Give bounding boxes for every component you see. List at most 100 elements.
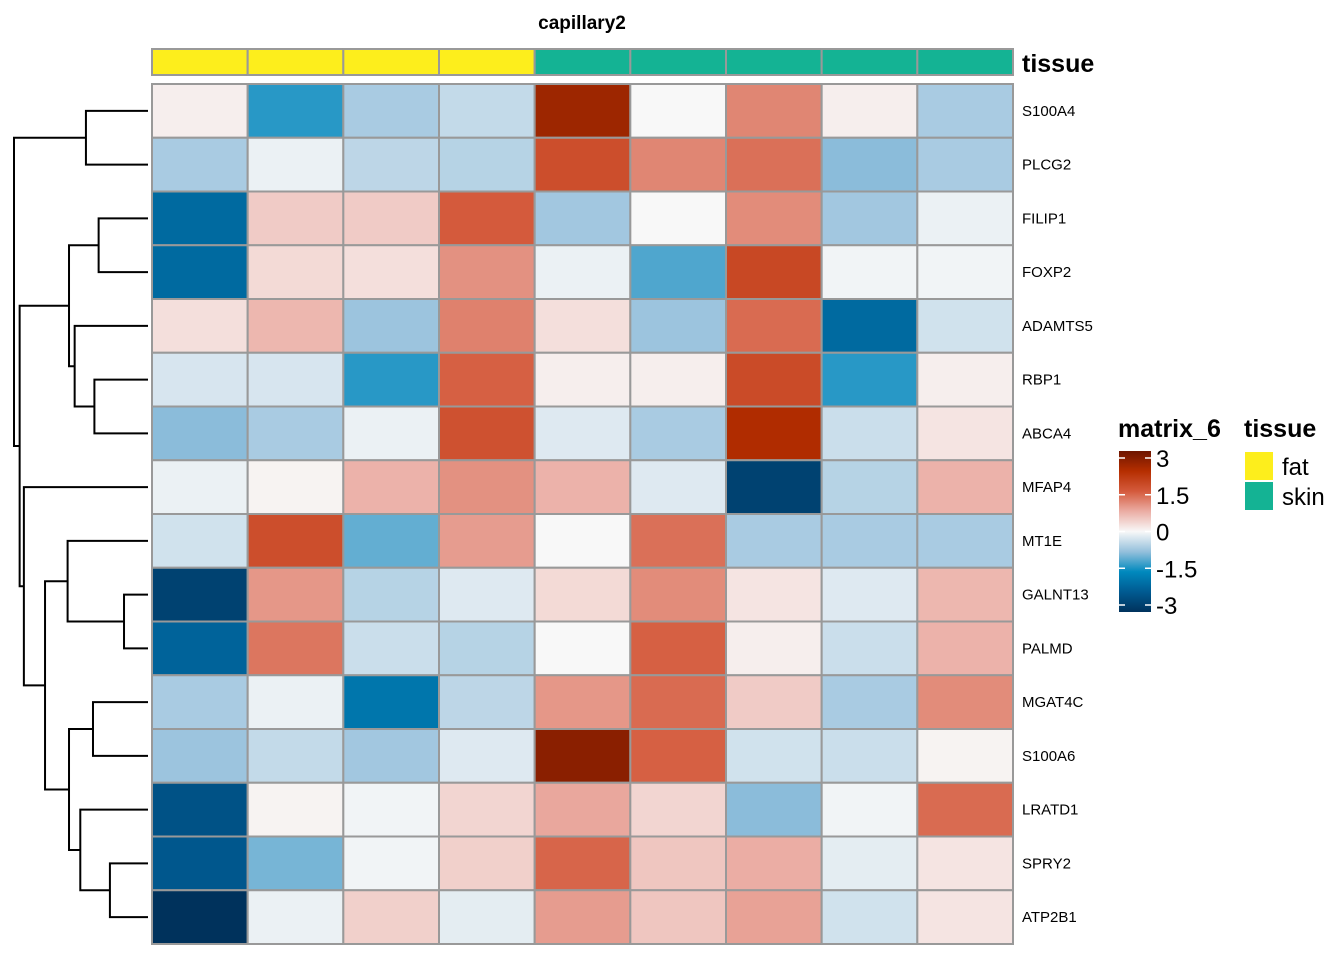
heatmap-cell xyxy=(151,244,249,300)
heatmap-cell xyxy=(533,190,632,247)
heatmap-cell xyxy=(151,513,249,569)
heatmap-cell xyxy=(820,513,919,569)
heatmap-cell xyxy=(916,298,1014,354)
color-legend-title: matrix_6 xyxy=(1118,415,1221,443)
heatmap-cell xyxy=(438,83,536,139)
heatmap-cell xyxy=(533,620,632,677)
heatmap-cell xyxy=(533,835,632,892)
heatmap-cell xyxy=(438,566,536,623)
heatmap-cell xyxy=(246,190,345,247)
row-dendrogram xyxy=(13,109,148,919)
heatmap-cell xyxy=(246,674,345,730)
row-label: LRATD1 xyxy=(1022,802,1078,819)
heatmap-cell xyxy=(246,513,345,569)
heatmap-cell xyxy=(916,835,1014,892)
heatmap-cell xyxy=(151,728,249,784)
heatmap-cell xyxy=(820,781,919,838)
heatmap-cell xyxy=(438,459,536,515)
heatmap-cell xyxy=(725,728,823,784)
heatmap-cell xyxy=(151,405,249,462)
column-annotation-bar xyxy=(151,48,1014,76)
annotation-cell-fat xyxy=(246,48,345,76)
heatmap-cell xyxy=(342,728,441,784)
color-legend: matrix_6 3 1.5 0 -1.5 -3 xyxy=(1118,415,1221,620)
dendrogram-branch xyxy=(66,539,148,623)
dendrogram-branch xyxy=(91,701,148,757)
heatmap-cell xyxy=(342,136,441,193)
heatmap-cell xyxy=(438,405,536,462)
dendrogram-branch xyxy=(79,808,148,892)
heatmap-cell xyxy=(342,351,441,408)
annotation-label: tissue xyxy=(1022,50,1094,78)
heatmap-cell xyxy=(916,513,1014,569)
annotation-cell-skin xyxy=(629,48,727,76)
heatmap-cell xyxy=(629,889,727,945)
legend-label-fat: fat xyxy=(1282,454,1309,481)
heatmap-cell xyxy=(629,781,727,838)
annotation-cell-skin xyxy=(533,48,632,76)
dendrogram-branch xyxy=(22,486,148,687)
chart-title: capillary2 xyxy=(538,13,626,34)
heatmap-cell xyxy=(151,83,249,139)
heatmap-cell xyxy=(916,459,1014,515)
heatmap-cell xyxy=(533,136,632,193)
heatmap-cell xyxy=(438,889,536,945)
heatmap-cell xyxy=(916,728,1014,784)
dendrogram-branch xyxy=(73,324,148,408)
row-label: ABCA4 xyxy=(1022,425,1071,442)
heatmap-cell xyxy=(629,83,727,139)
heatmap-cell xyxy=(629,566,727,623)
heatmap-cell xyxy=(342,889,441,945)
heatmap-cell xyxy=(151,781,249,838)
heatmap-cell xyxy=(533,513,632,569)
heatmap-cell xyxy=(342,513,441,569)
heatmap-cell xyxy=(629,728,727,784)
heatmap-cell xyxy=(246,835,345,892)
heatmap-cell xyxy=(151,674,249,730)
heatmap-cell xyxy=(246,459,345,515)
heatmap-cell xyxy=(916,781,1014,838)
legend-label-skin: skin xyxy=(1282,484,1325,511)
dendrogram-branch xyxy=(68,244,99,368)
dendrogram-branch xyxy=(108,862,148,919)
heatmap-cell xyxy=(246,889,345,945)
heatmap-cell xyxy=(438,298,536,354)
heatmap-cell xyxy=(438,781,536,838)
heatmap-cell xyxy=(342,190,441,247)
colorbar-tick-label: -3 xyxy=(1156,593,1177,620)
row-label: PLCG2 xyxy=(1022,157,1071,174)
heatmap-cell xyxy=(246,728,345,784)
heatmap-cell xyxy=(725,620,823,677)
heatmap-cell xyxy=(916,136,1014,193)
heatmap-cell xyxy=(916,351,1014,408)
heatmap-cell xyxy=(342,835,441,892)
heatmap-cell xyxy=(151,298,249,354)
heatmap-cell xyxy=(533,351,632,408)
heatmap-cell xyxy=(246,566,345,623)
heatmap-cell xyxy=(342,566,441,623)
heatmap-cell xyxy=(151,190,249,247)
heatmap-cell xyxy=(438,620,536,677)
heatmap-cell xyxy=(151,835,249,892)
dendrogram-branch xyxy=(13,136,86,447)
heatmap-cell xyxy=(629,244,727,300)
heatmap-cell xyxy=(342,674,441,730)
heatmap-cell xyxy=(629,405,727,462)
row-label: ADAMTS5 xyxy=(1022,318,1093,335)
heatmap-cell xyxy=(820,459,919,515)
heatmap-cell xyxy=(725,190,823,247)
row-label: MFAP4 xyxy=(1022,479,1071,496)
heatmap-cell xyxy=(725,674,823,730)
heatmap-cell xyxy=(438,513,536,569)
heatmap-cell xyxy=(820,405,919,462)
annotation-cell-fat xyxy=(151,48,249,76)
heatmap-cell xyxy=(629,459,727,515)
heatmap-cell xyxy=(916,889,1014,945)
heatmap-cell xyxy=(342,83,441,139)
heatmap-cell xyxy=(820,351,919,408)
heatmap-cell xyxy=(246,405,345,462)
heatmap-cell xyxy=(533,459,632,515)
heatmap-cell xyxy=(246,781,345,838)
heatmap-cell xyxy=(820,244,919,300)
